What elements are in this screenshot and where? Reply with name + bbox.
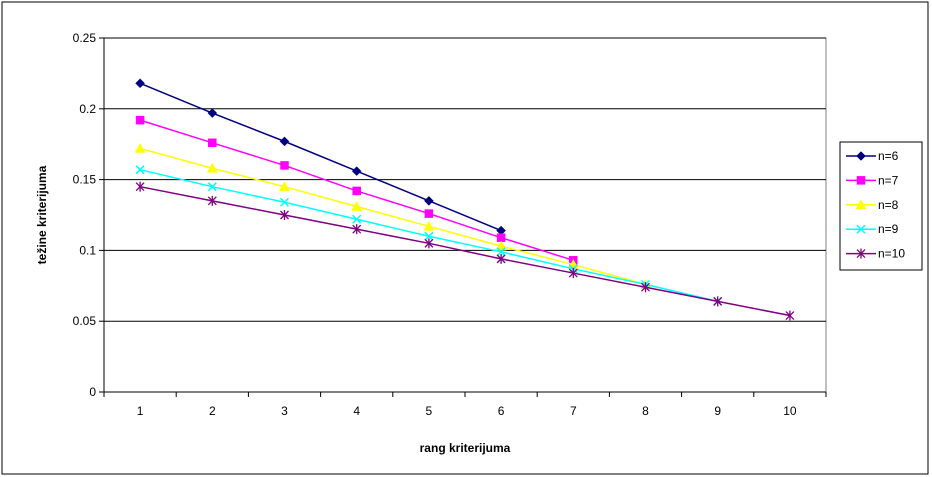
data-point [713,296,723,307]
y-tick-label: 0.1 [79,243,96,257]
data-point [424,238,434,249]
legend-marker [856,224,866,234]
data-point [495,240,507,251]
x-tick-label: 9 [714,404,721,418]
series-n=10 [135,181,795,321]
legend-marker [856,248,866,259]
x-axis-title: rang kriterijuma [420,441,511,455]
y-tick-label: 0.15 [73,173,97,187]
y-tick-label: 0.25 [73,31,97,45]
y-axis-title: težine kriterijuma [35,165,49,264]
x-tick-label: 1 [137,404,144,418]
data-point [207,182,217,192]
x-tick-label: 10 [783,404,797,418]
data-point [134,142,146,153]
x-tick-label: 5 [426,404,433,418]
data-point [135,165,145,175]
legend-marker [856,176,866,185]
data-point [135,181,145,192]
plot-area: 0 0.05 0.1 0.15 0.2 0.25 1 2 3 4 5 6 7 8 9 10 [73,31,827,418]
data-point [496,253,506,264]
data-point [785,310,795,321]
x-tick-label: 8 [642,404,649,418]
data-point [423,220,435,231]
legend-item: n=10 [846,247,905,261]
data-point [135,115,145,125]
x-tick-label: 3 [281,404,288,418]
data-point [496,247,506,257]
series-n=6 [135,78,506,236]
legend-label: n=7 [878,173,899,187]
data-point [207,108,218,118]
y-tick-label: 0 [89,385,96,399]
data-point [568,268,578,279]
data-point [279,181,290,191]
legend-label: n=6 [878,149,899,163]
data-point [279,136,290,147]
data-point [352,214,362,224]
data-point [351,166,362,176]
legend-label: n=8 [878,198,899,212]
data-point [424,231,434,241]
data-point [424,209,434,218]
data-point [207,195,217,206]
legend-item: n=8 [846,198,899,212]
x-tick-label: 7 [570,404,577,418]
x-tick-label: 4 [353,404,360,418]
data-point [352,224,362,235]
series-line [139,147,646,286]
series-line [139,185,791,317]
data-point [641,282,650,293]
data-point [496,233,506,242]
legend-marker [856,151,866,161]
legend-item: n=6 [846,149,899,163]
data-point [280,210,289,220]
legend-item: n=9 [846,222,899,236]
data-point [135,78,145,89]
legend-label: n=9 [878,222,899,236]
y-tick-label: 0.05 [73,314,97,328]
legend-box [839,141,923,271]
data-point [424,195,434,206]
legend-marker [855,199,867,210]
data-point [208,138,217,148]
x-tick-label: 6 [498,404,505,418]
legend-label: n=10 [878,247,905,261]
data-point [351,200,363,211]
data-point [206,162,218,173]
data-point [279,197,290,207]
series-line [139,82,502,232]
legend: n=6 n=7 n=8 n=9 n=10 [839,141,923,271]
legend-item: n=7 [846,173,899,187]
data-point [280,161,289,170]
x-tick-label: 2 [209,404,216,418]
y-tick-label: 0.2 [79,102,96,116]
data-point [352,186,361,196]
